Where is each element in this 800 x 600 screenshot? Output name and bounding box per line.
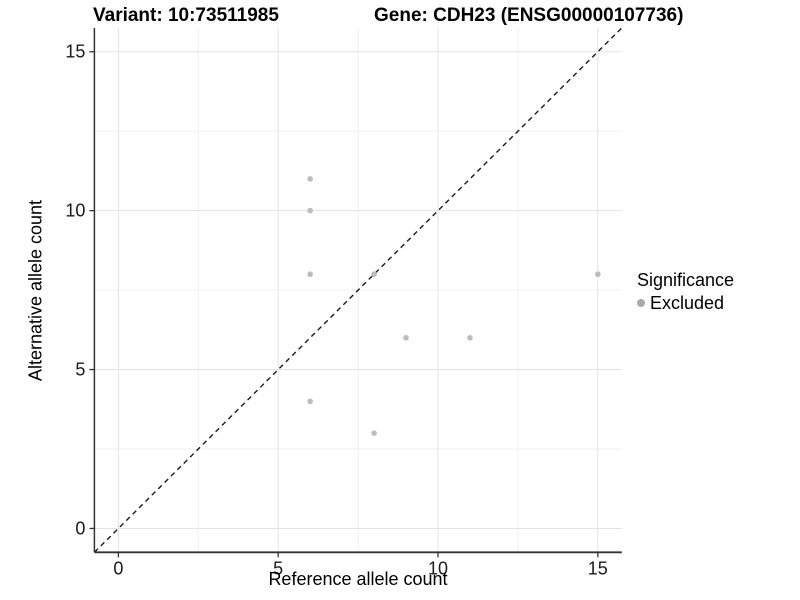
x-tick-label: 15	[588, 558, 608, 578]
axis-lines	[93, 27, 622, 554]
data-points	[307, 176, 601, 436]
data-point	[307, 176, 313, 182]
tick-labels: 0 5 10 15 0 5 10 15	[65, 42, 607, 579]
legend: Significance Excluded	[637, 270, 734, 313]
data-point	[467, 334, 473, 341]
y-axis-title: Alternative allele count	[25, 199, 46, 382]
major-gridlines	[94, 27, 622, 553]
y-tick-label: 0	[75, 518, 85, 538]
data-point	[307, 398, 313, 405]
y-tick-label: 15	[65, 42, 85, 62]
data-point	[307, 207, 313, 214]
legend-item-label: Excluded	[650, 293, 725, 313]
y-tick-label: 10	[65, 201, 85, 221]
data-point	[595, 271, 601, 278]
data-point	[403, 334, 409, 341]
x-tick-label: 10	[428, 558, 448, 578]
plot-title-variant: Variant: 10:73511985	[93, 5, 279, 26]
data-point	[371, 430, 377, 436]
tick-marks	[89, 51, 599, 558]
data-point	[307, 271, 313, 278]
data-point	[371, 271, 377, 278]
identity-line-group	[93, 27, 623, 553]
legend-title: Significance	[637, 270, 735, 290]
y-tick-label: 5	[75, 360, 85, 380]
legend-item: Excluded	[637, 293, 734, 313]
x-tick-label: 5	[273, 558, 283, 578]
plot-title-gene: Gene: CDH23 (ENSG00000107736)	[374, 5, 684, 26]
x-axis-title: Reference allele count	[268, 569, 448, 589]
x-tick-label: 0	[113, 558, 123, 578]
legend-point-icon	[637, 299, 645, 307]
identity-line	[93, 27, 623, 553]
